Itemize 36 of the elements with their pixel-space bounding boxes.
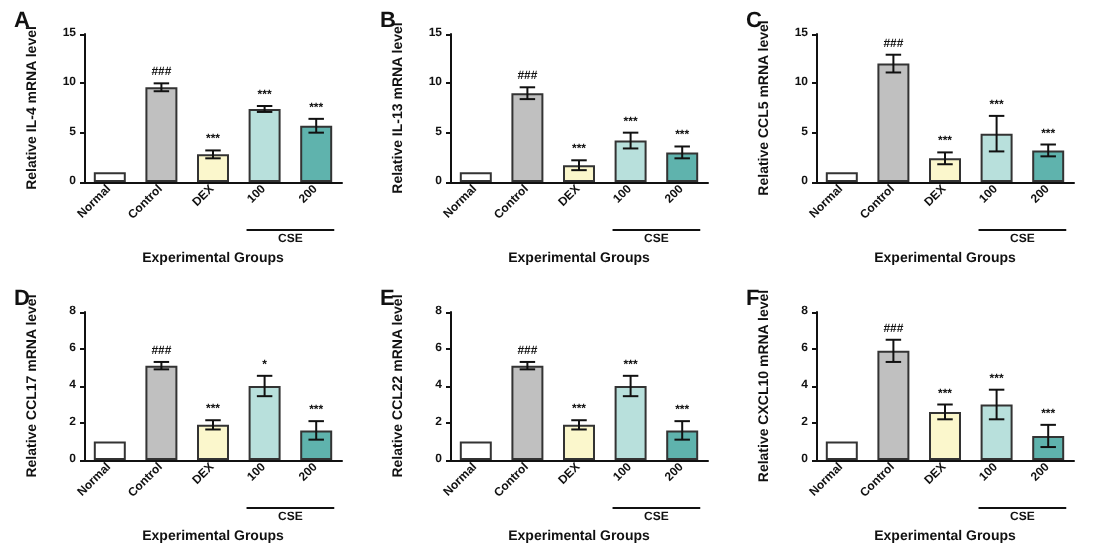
bar — [1032, 150, 1065, 182]
bar — [929, 158, 961, 182]
chart-title: E — [380, 286, 395, 310]
bar — [300, 429, 333, 459]
bar — [145, 364, 178, 459]
bar — [300, 125, 333, 182]
bar — [614, 140, 647, 182]
bar — [666, 429, 699, 459]
bar — [93, 172, 126, 182]
bar — [825, 440, 858, 459]
bar — [197, 154, 229, 182]
bar — [877, 63, 910, 182]
bar — [93, 440, 126, 459]
bar — [563, 165, 595, 182]
bar — [825, 172, 858, 182]
bar — [145, 87, 178, 182]
bar — [511, 93, 544, 182]
bar — [248, 385, 281, 459]
chart-title: F — [746, 286, 760, 310]
bar — [563, 423, 595, 459]
bar — [980, 133, 1013, 182]
chart-title: B — [380, 9, 396, 33]
bar — [459, 172, 492, 182]
chart-title: D — [14, 286, 30, 310]
bar — [980, 403, 1013, 459]
bar — [511, 364, 544, 459]
chart-title: A — [14, 9, 30, 33]
bar — [248, 108, 281, 182]
bar — [929, 410, 961, 459]
bar — [666, 152, 699, 182]
bar — [197, 423, 229, 459]
bar — [1032, 434, 1065, 459]
bar — [877, 349, 910, 459]
bar — [614, 385, 647, 459]
chart-title: C — [746, 9, 762, 33]
bar — [459, 440, 492, 459]
